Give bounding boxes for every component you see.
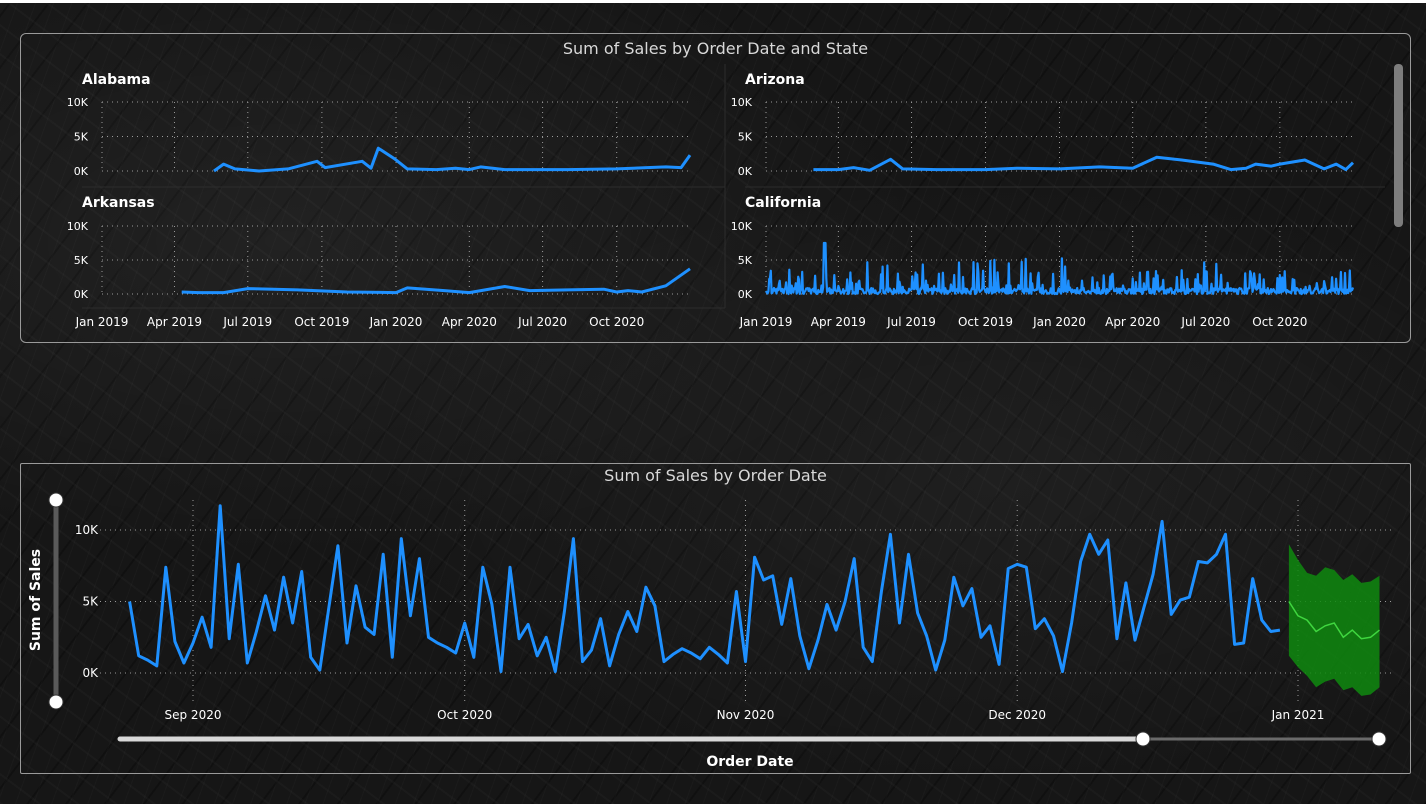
- state-label: Arkansas: [82, 195, 155, 211]
- y-tick-label: 0K: [82, 666, 99, 680]
- x-tick-label: Oct 2020: [1252, 315, 1307, 329]
- y-tick-label: 0K: [74, 165, 89, 178]
- y-tick-label: 5K: [74, 131, 89, 144]
- y-zoom-handle-bottom[interactable]: [48, 694, 64, 710]
- x-tick-label: Jan 2019: [75, 315, 129, 329]
- x-tick-label: Jan 2020: [1032, 315, 1086, 329]
- x-zoom-handle-right[interactable]: [1371, 731, 1387, 747]
- y-tick-label: 0K: [74, 288, 89, 301]
- y-tick-label: 10K: [731, 220, 753, 233]
- x-tick-label: Apr 2019: [147, 315, 202, 329]
- x-tick-label: Apr 2019: [811, 315, 866, 329]
- x-tick-label: Apr 2020: [442, 315, 497, 329]
- y-tick-label: 10K: [67, 220, 89, 233]
- sales-series-line-california: [765, 241, 1355, 296]
- x-tick-label: Oct 2020: [589, 315, 644, 329]
- y-tick-label: 5K: [738, 254, 753, 267]
- state-label: Arizona: [745, 72, 805, 88]
- forecast-confidence-band: [1288, 544, 1380, 696]
- y-zoom-handle-top[interactable]: [48, 492, 64, 508]
- x-tick-label: Oct 2019: [294, 315, 349, 329]
- x-tick-label: Jan 2020: [369, 315, 423, 329]
- x-axis-title: Order Date: [706, 754, 793, 770]
- x-tick-label: Apr 2020: [1105, 315, 1160, 329]
- y-tick-label: 5K: [738, 131, 753, 144]
- x-tick-label: Jul 2019: [222, 315, 272, 329]
- x-zoom-handle-left[interactable]: [1135, 731, 1151, 747]
- top-chart-title: Sum of Sales by Order Date and State: [562, 39, 869, 58]
- y-tick-label: 0K: [738, 165, 753, 178]
- sales-series-line-arkansas: [181, 267, 691, 295]
- y-axis-title: Sum of Sales: [28, 549, 44, 651]
- state-small-multiples-panel[interactable]: Sum of Sales by Order Date and State: [20, 33, 1411, 343]
- y-tick-label: 10K: [67, 96, 89, 109]
- x-tick-label: Sep 2020: [165, 708, 222, 722]
- sales-forecast-panel[interactable]: Sum of Sales by Order Date: [20, 463, 1411, 774]
- state-label: Alabama: [82, 72, 151, 88]
- x-tick-label: Jul 2020: [517, 315, 567, 329]
- y-tick-label: 0K: [738, 288, 753, 301]
- x-tick-label: Dec 2020: [988, 708, 1046, 722]
- y-tick-label: 10K: [75, 523, 99, 537]
- x-tick-label: Oct 2019: [958, 315, 1013, 329]
- x-tick-label: Oct 2020: [437, 708, 492, 722]
- x-tick-label: Jul 2020: [1180, 315, 1230, 329]
- forecast-line: [1288, 601, 1380, 640]
- y-tick-label: 10K: [731, 96, 753, 109]
- x-tick-label: Jul 2019: [886, 315, 936, 329]
- y-tick-label: 5K: [82, 595, 99, 609]
- x-tick-label: Jan 2019: [739, 315, 793, 329]
- state-label: California: [745, 195, 821, 211]
- y-tick-label: 5K: [74, 254, 89, 267]
- sales-series-line: [128, 504, 1281, 674]
- bottom-chart-title: Sum of Sales by Order Date: [604, 466, 827, 485]
- x-tick-label: Nov 2020: [717, 708, 775, 722]
- x-tick-label: Jan 2021: [1271, 708, 1325, 722]
- top-edge-line: [0, 0, 1426, 3]
- sales-series-line-arizona: [813, 155, 1355, 172]
- vertical-scrollbar[interactable]: [1394, 64, 1403, 227]
- sales-series-line-alabama: [213, 146, 692, 173]
